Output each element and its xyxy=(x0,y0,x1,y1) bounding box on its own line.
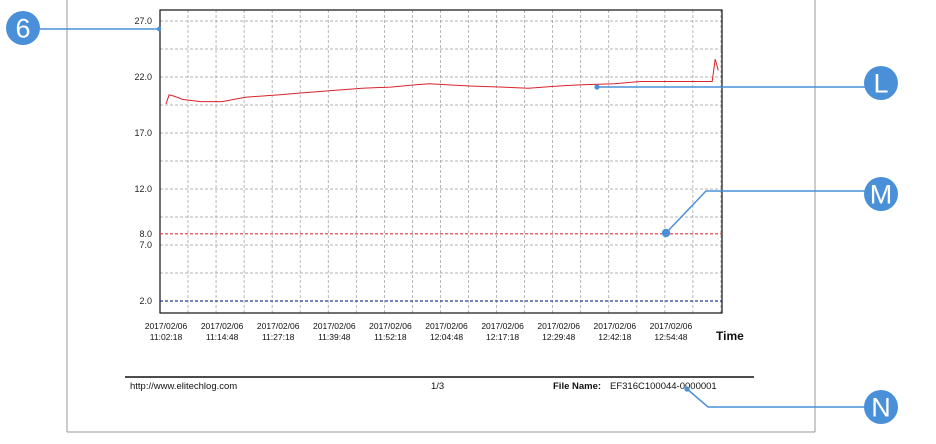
callout-badge-6-label: 6 xyxy=(15,14,30,44)
x-tick-label-time: 12:42:18 xyxy=(598,332,631,342)
temperature-series-line xyxy=(165,58,719,105)
callout-l-dot xyxy=(594,84,600,90)
callout-badge-m: M xyxy=(864,177,898,211)
y-tick-label: 7.0 xyxy=(139,240,152,250)
callout-badge-n: N xyxy=(864,390,898,424)
temperature-chart: 27.022.017.012.08.07.02.0 2017/02/0611:0… xyxy=(134,9,744,343)
x-tick-labels: 2017/02/0611:02:182017/02/0611:14:482017… xyxy=(145,321,693,342)
callout-badge-l-circle xyxy=(864,66,898,100)
callout-badge-m-label: M xyxy=(870,180,893,210)
x-tick-label-time: 11:02:18 xyxy=(150,332,183,342)
x-tick-label-time: 11:27:18 xyxy=(262,332,295,342)
x-tick-label-date: 2017/02/06 xyxy=(257,321,300,331)
callout-badge-m-circle xyxy=(864,177,898,211)
footer-url: http://www.elitechlog.com xyxy=(130,381,237,392)
x-tick-label-time: 11:14:48 xyxy=(206,332,239,342)
callout-badge-n-circle xyxy=(864,390,898,424)
x-tick-label-date: 2017/02/06 xyxy=(650,321,693,331)
footer-page-number: 1/3 xyxy=(431,381,444,392)
callout-badge-6: 6 xyxy=(6,11,40,45)
y-tick-label: 27.0 xyxy=(134,16,152,26)
x-tick-label-time: 11:52:18 xyxy=(374,332,407,342)
x-tick-label-date: 2017/02/06 xyxy=(313,321,356,331)
report-footer: http://www.elitechlog.com 1/3 File Name:… xyxy=(125,376,754,392)
footer-file-label: File Name: xyxy=(553,381,601,392)
plot-frame xyxy=(159,9,723,314)
y-tick-label: 12.0 xyxy=(134,184,152,194)
callout-n-dot xyxy=(684,386,690,392)
y-tick-label: 2.0 xyxy=(139,296,152,306)
x-tick-label-date: 2017/02/06 xyxy=(425,321,468,331)
x-tick-label-time: 12:54:48 xyxy=(654,332,687,342)
callout-m-leader xyxy=(665,190,865,234)
callout-n-leader xyxy=(686,388,865,408)
x-tick-label-date: 2017/02/06 xyxy=(594,321,637,331)
x-tick-label-time: 12:17:18 xyxy=(486,332,519,342)
x-tick-label-time: 11:39:48 xyxy=(318,332,351,342)
x-tick-label-time: 12:29:48 xyxy=(542,332,575,342)
callout-m-dot xyxy=(661,228,671,238)
callout-6-dot xyxy=(156,26,162,32)
callout-badge-l: L xyxy=(864,66,898,100)
callout-anchor-dots xyxy=(156,26,690,392)
x-tick-label-date: 2017/02/06 xyxy=(145,321,188,331)
x-axis-title: Time xyxy=(716,329,744,343)
y-tick-labels: 27.0 22.0 17.0 12.0 8.07.0 2.0 xyxy=(134,16,152,306)
x-tick-label-date: 2017/02/06 xyxy=(481,321,524,331)
y-tick-label: 8.0 xyxy=(139,229,152,239)
x-tick-label-time: 12:04:48 xyxy=(430,332,463,342)
footer-file-name: EF316C100044-0000001 xyxy=(610,381,717,392)
x-tick-label-date: 2017/02/06 xyxy=(201,321,244,331)
y-tick-label: 17.0 xyxy=(134,128,152,138)
x-tick-label-date: 2017/02/06 xyxy=(369,321,412,331)
callout-badge-l-label: L xyxy=(873,69,888,99)
y-tick-label: 22.0 xyxy=(134,72,152,82)
callout-badge-n-label: N xyxy=(871,393,891,423)
callout-leaders xyxy=(40,28,865,408)
callout-badge-6-circle xyxy=(6,11,40,45)
x-tick-label-date: 2017/02/06 xyxy=(537,321,580,331)
chart-grid xyxy=(160,10,722,313)
